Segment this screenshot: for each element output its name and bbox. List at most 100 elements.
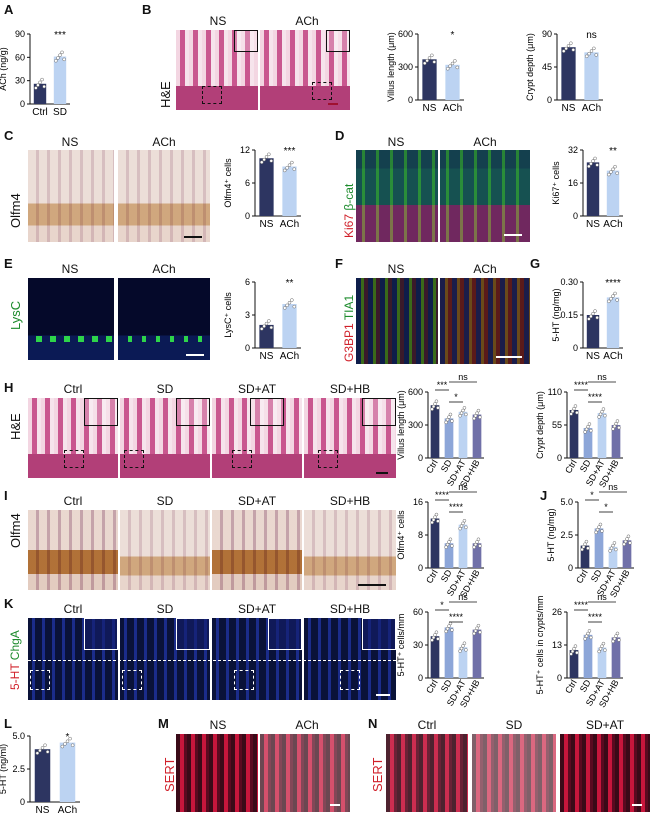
data-point xyxy=(68,736,72,741)
data-point xyxy=(458,414,462,418)
bar xyxy=(597,413,607,458)
panel-label-b: B xyxy=(142,2,152,17)
data-point xyxy=(433,402,437,406)
data-point xyxy=(586,631,590,636)
e-ach-fluor-image xyxy=(118,278,210,360)
k-sd-label: SD xyxy=(156,602,174,616)
panel-label-k: K xyxy=(4,596,14,611)
data-point xyxy=(430,638,434,642)
bar xyxy=(583,428,593,458)
b-scale-bar xyxy=(328,103,338,105)
bar xyxy=(34,749,51,802)
data-point xyxy=(591,311,595,316)
category-label: ACh xyxy=(603,351,622,362)
n-ctrl-sert-image xyxy=(386,734,468,812)
data-point xyxy=(478,415,482,419)
data-point xyxy=(607,172,611,177)
y-tick-label: 0 xyxy=(547,95,552,105)
data-point xyxy=(478,630,482,634)
data-point xyxy=(462,518,467,523)
data-point xyxy=(593,309,597,313)
data-point xyxy=(478,544,482,548)
data-point xyxy=(570,649,575,654)
data-point xyxy=(458,526,462,531)
m-ns-label: NS xyxy=(209,718,227,732)
f-ns-fluor-image xyxy=(356,278,438,364)
data-point xyxy=(448,537,453,542)
data-point xyxy=(587,629,592,633)
k-sdhb-fluor-image xyxy=(304,618,396,700)
n-sdat-sert-image xyxy=(560,734,650,812)
e-ns-lysc-signal xyxy=(28,336,114,342)
data-point xyxy=(593,156,597,161)
data-point xyxy=(473,629,478,633)
b-ach-label: ACh xyxy=(295,14,319,28)
n-sd-sert-image xyxy=(472,734,556,812)
data-point xyxy=(60,744,65,749)
data-point xyxy=(447,624,451,628)
data-point xyxy=(611,543,615,548)
significance-label: **** xyxy=(449,502,464,512)
data-point xyxy=(450,544,454,548)
data-point xyxy=(622,542,626,546)
h-sd-he-image xyxy=(120,398,210,478)
significance-label: * xyxy=(604,502,608,512)
y-tick-label: 2.5 xyxy=(12,764,25,774)
category-label: ACh xyxy=(443,103,462,114)
k-sdat-inset xyxy=(268,618,302,650)
k-sd-fluor-image xyxy=(120,618,210,700)
data-point xyxy=(434,399,439,403)
bar xyxy=(583,634,593,678)
data-point xyxy=(611,427,615,431)
bar xyxy=(472,543,482,568)
bar xyxy=(422,59,437,100)
panel-label-d: D xyxy=(335,128,345,143)
chart-e: 0 3 6 LysC⁺ cells NS ACh ** xyxy=(223,277,301,362)
bar xyxy=(458,411,468,458)
bar xyxy=(584,52,599,100)
data-point xyxy=(595,163,599,167)
category-label: Ctrl xyxy=(424,458,440,475)
m-ach-sert-image xyxy=(260,734,350,812)
y-axis-label: 5-HT⁺ cells in crypts/mm xyxy=(535,596,545,695)
h-sdhb-he-image xyxy=(304,398,396,478)
h-ctrl-label: Ctrl xyxy=(63,382,83,396)
y-tick-label: 60 xyxy=(413,607,423,617)
c-scale-bar xyxy=(184,236,202,238)
y-tick-label: 8 xyxy=(418,530,423,540)
data-point xyxy=(589,314,593,319)
y-tick-label: 300 xyxy=(408,420,423,430)
category-label: Ctrl xyxy=(563,678,579,695)
data-point xyxy=(611,639,615,644)
data-point xyxy=(598,522,603,527)
significance-label: **** xyxy=(574,600,589,610)
h-scale-bar xyxy=(376,472,388,474)
data-point xyxy=(455,65,460,70)
c-ach-label: ACh xyxy=(152,135,176,149)
data-point xyxy=(436,637,440,641)
data-point xyxy=(36,83,40,87)
category-label: NS xyxy=(260,219,274,230)
data-point xyxy=(447,540,451,544)
data-point xyxy=(56,56,60,60)
f-ns-label: NS xyxy=(387,262,405,276)
y-tick-label: 13 xyxy=(552,640,562,650)
significance-label: ns xyxy=(458,482,468,492)
data-point xyxy=(591,159,595,163)
y-tick-label: 0 xyxy=(418,453,423,463)
data-point xyxy=(43,743,47,747)
y-tick-label: 600 xyxy=(398,29,413,39)
panel-label-l: L xyxy=(4,716,12,731)
data-point xyxy=(475,540,479,544)
data-point xyxy=(615,171,619,176)
data-point xyxy=(444,545,448,549)
y-axis-label: Crypt depth (μm) xyxy=(535,391,545,459)
data-point xyxy=(450,419,454,423)
data-point xyxy=(589,635,593,640)
data-point xyxy=(564,46,568,51)
data-point xyxy=(575,650,579,655)
data-point xyxy=(425,58,429,63)
data-point xyxy=(472,416,476,421)
data-point xyxy=(458,649,462,653)
k-sd-roi xyxy=(122,670,142,690)
